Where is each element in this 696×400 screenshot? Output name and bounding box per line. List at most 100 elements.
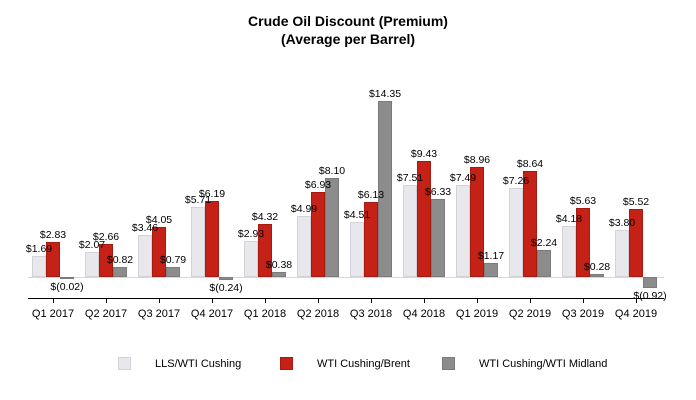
bar-lls-wti-cushing-q3-2019 <box>562 225 576 277</box>
data-label: $8.10 <box>318 164 346 177</box>
data-label: $2.66 <box>92 231 120 244</box>
data-label: $2.07 <box>78 238 106 251</box>
data-label: $6.93 <box>304 178 332 191</box>
data-label: $4.99 <box>290 202 318 215</box>
x-axis-tick <box>106 298 107 303</box>
bar-lls-wti-cushing-q4-2018 <box>403 184 417 277</box>
x-axis-tick <box>159 298 160 303</box>
data-label: $6.19 <box>198 188 226 201</box>
bar-wti-cushing-wti-midland-q3-2017 <box>166 267 180 277</box>
bar-wti-cushing-wti-midland-q4-2019 <box>643 277 657 289</box>
bar-lls-wti-cushing-q4-2019 <box>615 230 629 277</box>
x-axis-label-q3-2018: Q3 2018 <box>349 308 393 320</box>
bar-lls-wti-cushing-q2-2018 <box>297 215 311 277</box>
legend: LLS/WTI Cushing WTI Cushing/Brent WTI Cu… <box>0 356 696 374</box>
x-axis-label-q3-2017: Q3 2017 <box>137 308 181 320</box>
bar-wti-cushing-brent-q2-2017 <box>99 244 113 277</box>
data-label: $4.51 <box>343 208 371 221</box>
bar-wti-cushing-wti-midland-q1-2017 <box>60 277 74 279</box>
x-axis-tick <box>318 298 319 303</box>
chart-title-line1: Crude Oil Discount (Premium) <box>248 13 448 29</box>
x-axis-tick <box>212 298 213 303</box>
x-axis-label-q4-2019: Q4 2019 <box>614 308 658 320</box>
data-label: $5.52 <box>622 196 650 209</box>
bar-wti-cushing-brent-q4-2018 <box>417 161 431 277</box>
x-axis-tick <box>583 298 584 303</box>
bar-wti-cushing-brent-q1-2019 <box>470 167 484 277</box>
data-label: $4.18 <box>555 212 583 225</box>
bar-lls-wti-cushing-q2-2019 <box>509 187 523 277</box>
bar-wti-cushing-wti-midland-q2-2017 <box>113 266 127 277</box>
data-label: $6.13 <box>357 188 385 201</box>
bar-wti-cushing-wti-midland-q1-2019 <box>484 262 498 277</box>
bar-wti-cushing-brent-q2-2018 <box>311 191 325 277</box>
bar-lls-wti-cushing-q1-2019 <box>456 185 470 277</box>
data-label: $8.64 <box>516 157 544 170</box>
x-axis-label-q2-2017: Q2 2017 <box>84 308 128 320</box>
data-label: $0.38 <box>265 259 293 272</box>
x-axis-label-q3-2019: Q3 2019 <box>561 308 605 320</box>
x-axis-tick <box>477 298 478 303</box>
legend-item-wti-cushing-brent: WTI Cushing/Brent <box>280 356 410 371</box>
bar-wti-cushing-brent-q2-2019 <box>523 170 537 277</box>
x-axis-tick <box>636 298 637 303</box>
legend-label-wti-cushing-brent: WTI Cushing/Brent <box>317 357 410 370</box>
bar-lls-wti-cushing-q1-2017 <box>32 256 46 277</box>
data-label: $5.71 <box>184 193 212 206</box>
legend-item-wti-cushing-wti-midland: WTI Cushing/WTI Midland <box>442 356 607 371</box>
legend-swatch-wti-cushing-brent <box>280 357 293 370</box>
bar-lls-wti-cushing-q3-2018 <box>350 221 364 277</box>
data-label: $4.05 <box>145 214 173 227</box>
data-label: $7.26 <box>502 174 530 187</box>
chart-title: Crude Oil Discount (Premium) (Average pe… <box>0 12 696 48</box>
legend-label-wti-cushing-wti-midland: WTI Cushing/WTI Midland <box>479 357 608 370</box>
x-axis-label-q1-2018: Q1 2018 <box>243 308 287 320</box>
bar-wti-cushing-brent-q4-2017 <box>205 201 219 277</box>
bar-wti-cushing-brent-q1-2017 <box>46 242 60 277</box>
x-axis-label-q1-2017: Q1 2017 <box>31 308 75 320</box>
zero-baseline <box>28 277 664 278</box>
x-axis-tick <box>53 298 54 303</box>
bar-lls-wti-cushing-q3-2017 <box>138 234 152 277</box>
legend-item-lls-wti-cushing: LLS/WTI Cushing <box>118 356 241 371</box>
bar-wti-cushing-wti-midland-q4-2018 <box>431 199 445 277</box>
bar-wti-cushing-wti-midland-q2-2018 <box>325 177 339 277</box>
bar-wti-cushing-wti-midland-q3-2019 <box>590 273 604 277</box>
bar-wti-cushing-wti-midland-q2-2019 <box>537 249 551 277</box>
x-axis-label-q2-2019: Q2 2019 <box>508 308 552 320</box>
x-axis-tick <box>424 298 425 303</box>
data-label: $0.28 <box>583 260 611 273</box>
data-label: $6.33 <box>424 186 452 199</box>
bar-lls-wti-cushing-q1-2018 <box>244 241 258 277</box>
data-label: $0.79 <box>159 254 187 267</box>
bar-wti-cushing-brent-q3-2018 <box>364 201 378 277</box>
chart-title-line2: (Average per Barrel) <box>280 31 416 47</box>
x-axis-label-q4-2017: Q4 2017 <box>190 308 234 320</box>
data-label: $4.32 <box>251 210 279 223</box>
data-label: $(0.24) <box>209 281 243 294</box>
bar-wti-cushing-brent-q4-2019 <box>629 209 643 277</box>
bar-wti-cushing-brent-q1-2018 <box>258 223 272 277</box>
x-axis-line <box>28 298 664 299</box>
x-axis-tick <box>265 298 266 303</box>
data-label: $7.51 <box>396 171 424 184</box>
bar-wti-cushing-wti-midland-q1-2018 <box>272 272 286 277</box>
data-label: $1.69 <box>25 243 53 256</box>
bar-wti-cushing-wti-midland-q4-2017 <box>219 277 233 280</box>
legend-swatch-lls-wti-cushing <box>118 357 131 370</box>
data-label: $7.49 <box>449 172 477 185</box>
x-axis-tick <box>371 298 372 303</box>
bar-wti-cushing-brent-q3-2019 <box>576 207 590 277</box>
data-label: $2.93 <box>237 228 265 241</box>
legend-label-lls-wti-cushing: LLS/WTI Cushing <box>155 357 242 370</box>
x-axis-label-q2-2018: Q2 2018 <box>296 308 340 320</box>
data-label: $0.82 <box>106 253 134 266</box>
x-axis-tick <box>530 298 531 303</box>
data-label: $2.24 <box>530 236 558 249</box>
data-label: $(0.92) <box>633 290 667 303</box>
legend-swatch-wti-cushing-wti-midland <box>442 357 455 370</box>
data-label: $(0.02) <box>50 280 84 293</box>
bar-lls-wti-cushing-q2-2017 <box>85 251 99 277</box>
data-label: $5.63 <box>569 194 597 207</box>
